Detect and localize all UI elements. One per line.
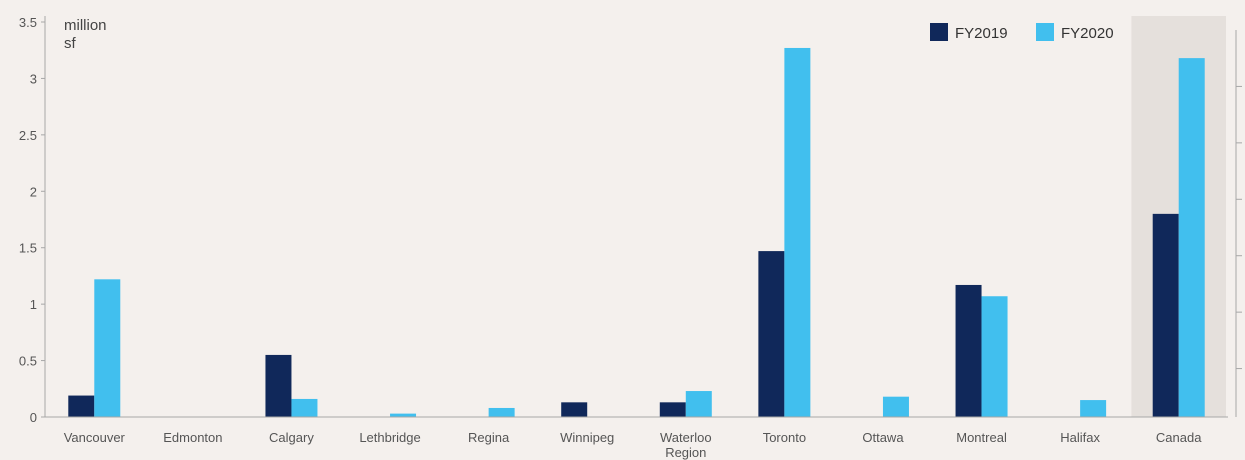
x-tick-label-halifax: Halifax bbox=[1060, 430, 1100, 445]
x-tick-label-vancouver: Vancouver bbox=[64, 430, 126, 445]
x-tick-label-calgary: Calgary bbox=[269, 430, 314, 445]
bar-waterloo-region-fy2020 bbox=[685, 391, 712, 417]
x-tick-label-waterloo-region: Waterloo Region bbox=[660, 430, 712, 460]
y-axis-title: million sf bbox=[64, 17, 107, 52]
bar-calgary-fy2019 bbox=[265, 354, 292, 417]
bars-group bbox=[68, 47, 1205, 417]
bar-canada-fy2020 bbox=[1178, 58, 1205, 417]
bar-calgary-fy2020 bbox=[291, 398, 318, 417]
bar-winnipeg-fy2019 bbox=[561, 402, 588, 417]
bar-toronto-fy2019 bbox=[758, 251, 785, 417]
bar-lethbridge-fy2020 bbox=[390, 413, 417, 417]
legend-label-fy2020: FY2020 bbox=[1061, 25, 1114, 42]
x-tick-label-ottawa: Ottawa bbox=[862, 430, 904, 445]
bar-waterloo-region-fy2019 bbox=[659, 402, 686, 417]
y-tick-label: 0.5 bbox=[19, 354, 37, 369]
bar-canada-fy2019 bbox=[1152, 213, 1179, 417]
bar-vancouver-fy2020 bbox=[94, 279, 121, 417]
x-tick-label-canada: Canada bbox=[1156, 430, 1202, 445]
x-tick-label-regina: Regina bbox=[468, 430, 510, 445]
x-tick-labels: Vancouver Edmonton Calgary Lethbridge Regina… bbox=[64, 430, 1203, 460]
y-tick-label: 3.5 bbox=[19, 15, 37, 30]
legend-swatch-fy2020 bbox=[1036, 23, 1054, 41]
y-tick-label: 0 bbox=[30, 410, 37, 425]
y-tick-label: 1 bbox=[30, 297, 37, 312]
legend-label-fy2019: FY2019 bbox=[955, 25, 1008, 42]
x-tick-label-toronto: Toronto bbox=[763, 430, 806, 445]
bar-montreal-fy2020 bbox=[981, 296, 1008, 417]
y-tick-label: 1.5 bbox=[19, 241, 37, 256]
y-tick-label: 2.5 bbox=[19, 128, 37, 143]
y-axis: 0 0.5 1 1.5 2 2.5 3 3.5 bbox=[19, 15, 46, 425]
bar-ottawa-fy2020 bbox=[882, 396, 909, 417]
bar-montreal-fy2019 bbox=[955, 284, 982, 417]
legend: FY2019 FY2020 bbox=[930, 23, 1114, 42]
bar-halifax-fy2020 bbox=[1080, 400, 1107, 417]
y-tick-label: 2 bbox=[30, 184, 37, 199]
x-tick-label-montreal: Montreal bbox=[956, 430, 1007, 445]
x-tick-label-winnipeg: Winnipeg bbox=[560, 430, 614, 445]
bar-toronto-fy2020 bbox=[784, 47, 811, 417]
y-tick-label: 3 bbox=[30, 71, 37, 86]
bar-regina-fy2020 bbox=[488, 407, 515, 417]
legend-swatch-fy2019 bbox=[930, 23, 948, 41]
x-tick-label-edmonton: Edmonton bbox=[163, 430, 222, 445]
bar-vancouver-fy2019 bbox=[68, 395, 95, 417]
y-axis-right bbox=[1235, 30, 1242, 417]
x-tick-label-lethbridge: Lethbridge bbox=[359, 430, 420, 445]
